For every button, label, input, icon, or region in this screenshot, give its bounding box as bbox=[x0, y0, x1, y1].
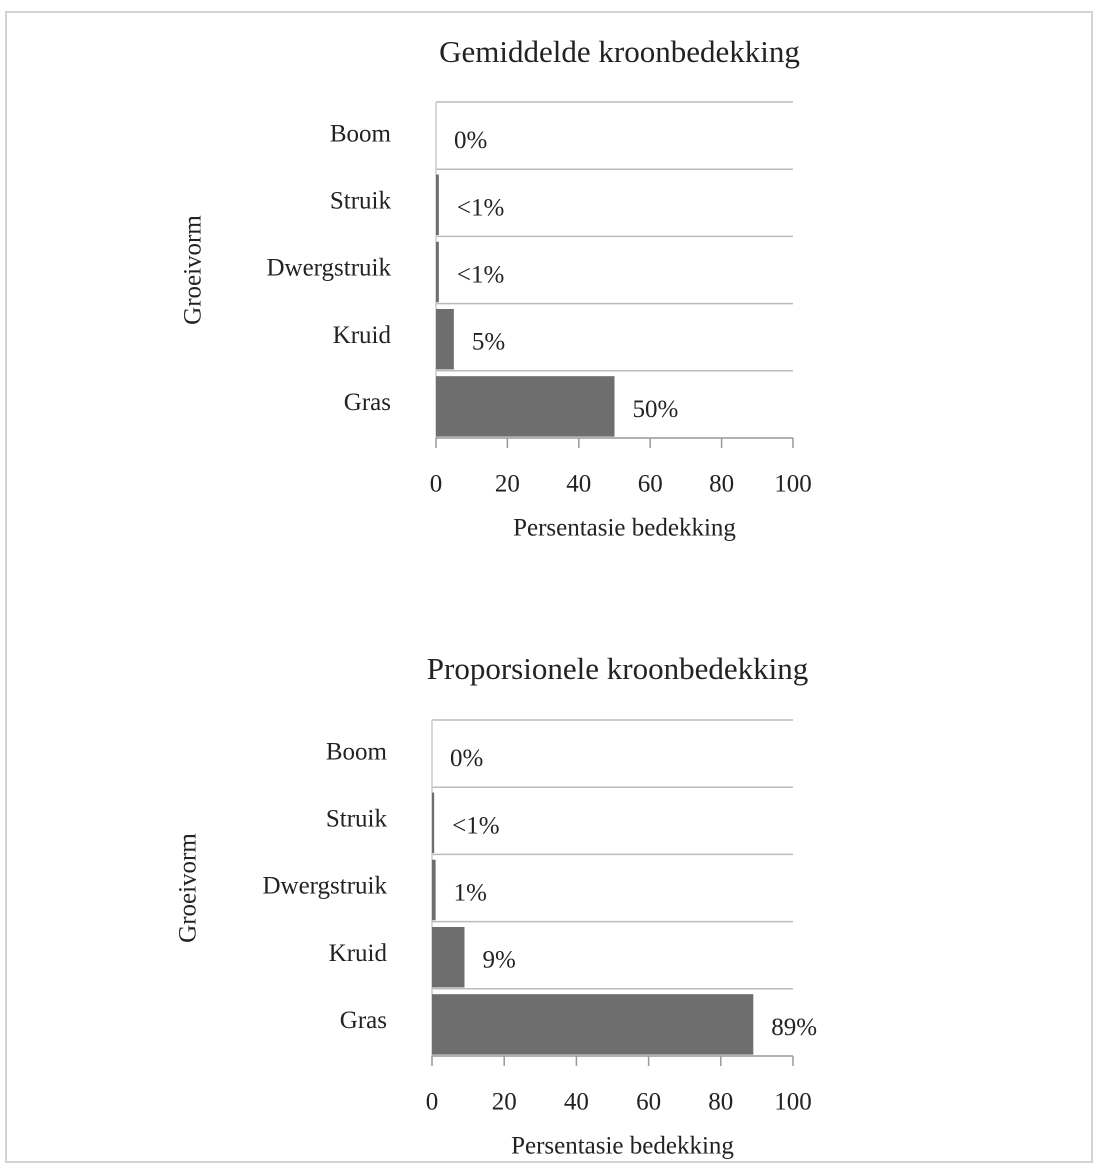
x-tick-label: 40 bbox=[564, 1089, 589, 1116]
x-tick-label: 0 bbox=[430, 471, 443, 498]
bar bbox=[436, 308, 454, 370]
chart-title: Proporsionele kroonbedekking bbox=[427, 651, 808, 686]
y-tick-label: Dwergstruik bbox=[262, 873, 387, 900]
data-label: 50% bbox=[633, 396, 679, 423]
y-tick-label: Struik bbox=[330, 188, 392, 215]
y-tick-label: Kruid bbox=[333, 322, 392, 349]
data-label: 9% bbox=[482, 947, 515, 974]
y-tick-label: Gras bbox=[344, 389, 391, 416]
data-label: 1% bbox=[454, 879, 487, 906]
data-label: <1% bbox=[452, 812, 499, 839]
data-label: <1% bbox=[457, 194, 504, 221]
bar bbox=[436, 376, 615, 437]
y-tick-label: Boom bbox=[330, 120, 392, 147]
x-tick-label: 20 bbox=[492, 1089, 517, 1116]
bar bbox=[432, 926, 465, 988]
x-tick-label: 80 bbox=[708, 1089, 733, 1116]
chart-title: Gemiddelde kroonbedekking bbox=[439, 34, 800, 69]
x-tick-label: 0 bbox=[426, 1089, 439, 1116]
data-label: 0% bbox=[454, 127, 487, 154]
bar bbox=[436, 241, 439, 303]
y-axis-label: Groeivorm bbox=[175, 833, 202, 943]
y-axis-label: Groeivorm bbox=[180, 215, 207, 325]
y-tick-label: Gras bbox=[340, 1007, 387, 1034]
bar bbox=[432, 994, 754, 1055]
data-label: 5% bbox=[472, 329, 505, 356]
bar bbox=[436, 174, 439, 236]
x-tick-label: 60 bbox=[636, 1089, 661, 1116]
y-tick-label: Boom bbox=[326, 738, 388, 765]
x-tick-label: 100 bbox=[774, 471, 812, 498]
data-label: <1% bbox=[457, 261, 504, 288]
x-axis-label: Persentasie bedekking bbox=[513, 515, 736, 542]
x-axis-label: Persentasie bedekking bbox=[511, 1133, 734, 1160]
data-label: 0% bbox=[450, 745, 483, 772]
y-tick-label: Struik bbox=[326, 806, 388, 833]
x-tick-label: 80 bbox=[709, 471, 734, 498]
bar bbox=[432, 792, 435, 854]
x-tick-label: 40 bbox=[566, 471, 591, 498]
x-tick-label: 60 bbox=[638, 471, 663, 498]
y-tick-label: Dwergstruik bbox=[266, 255, 391, 282]
x-tick-label: 20 bbox=[495, 471, 520, 498]
bar bbox=[432, 859, 436, 921]
x-tick-label: 100 bbox=[774, 1089, 812, 1116]
frame bbox=[5, 11, 1093, 1163]
data-label: 89% bbox=[771, 1014, 817, 1041]
y-tick-label: Kruid bbox=[329, 940, 388, 967]
